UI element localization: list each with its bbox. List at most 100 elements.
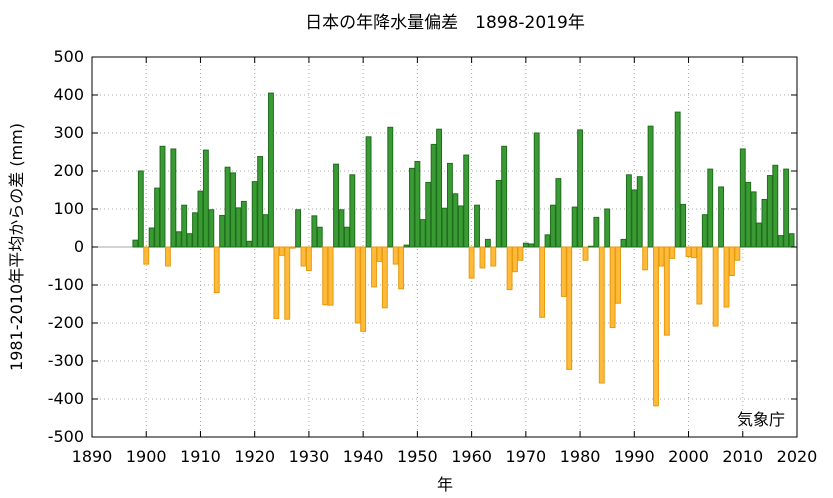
bar-1904 bbox=[164, 246, 171, 267]
bar-1949 bbox=[409, 167, 415, 248]
y-axis-ticks: -500 -400 -300 -200 -100 0 100 200 300 400 500 bbox=[48, 47, 797, 446]
bar-1921 bbox=[257, 156, 264, 248]
bar-1951 bbox=[419, 219, 426, 248]
bar-1943 bbox=[376, 246, 383, 262]
bar-1972 bbox=[533, 132, 540, 248]
bar-1993 bbox=[647, 125, 654, 248]
bar-1971 bbox=[528, 243, 535, 248]
bar-1903 bbox=[159, 145, 166, 248]
bar-1984 bbox=[598, 246, 605, 384]
bar-1997 bbox=[669, 246, 676, 259]
y-tick-label: -400 bbox=[48, 389, 84, 408]
bar-2019 bbox=[788, 233, 795, 248]
bar-1998 bbox=[674, 111, 681, 248]
bar-1925 bbox=[278, 246, 285, 256]
bar-1983 bbox=[593, 216, 600, 248]
bar-2018 bbox=[783, 168, 790, 248]
bar-1980 bbox=[577, 129, 584, 248]
bar-1953 bbox=[430, 143, 437, 248]
bar-2015 bbox=[766, 175, 773, 248]
bar-1898 bbox=[132, 239, 139, 248]
bar-1902 bbox=[154, 187, 161, 248]
bar-1917 bbox=[235, 207, 242, 248]
x-tick-label: 1910 bbox=[180, 447, 221, 466]
bar-2006 bbox=[718, 186, 725, 248]
bar-1994 bbox=[653, 246, 659, 407]
bar-1991 bbox=[636, 176, 643, 248]
bar-1926 bbox=[284, 246, 291, 320]
bar-1962 bbox=[479, 246, 486, 269]
bar-1935 bbox=[333, 163, 339, 248]
x-tick-label: 1890 bbox=[72, 447, 113, 466]
y-tick-label: 200 bbox=[53, 161, 84, 180]
bar-1906 bbox=[175, 231, 182, 248]
bar-1912 bbox=[208, 209, 215, 248]
bar-1905 bbox=[170, 148, 177, 248]
bar-1947 bbox=[398, 246, 405, 290]
bar-1915 bbox=[224, 166, 231, 248]
bar-1981 bbox=[582, 246, 589, 261]
bar-1919 bbox=[246, 240, 253, 248]
bar-1960 bbox=[468, 246, 475, 279]
y-tick-label: -300 bbox=[48, 351, 84, 370]
bar-1952 bbox=[425, 181, 432, 248]
bar-1977 bbox=[560, 246, 567, 297]
x-tick-label: 2020 bbox=[777, 447, 818, 466]
y-tick-label: 300 bbox=[53, 123, 84, 142]
bar-1954 bbox=[436, 128, 443, 248]
bar-1966 bbox=[501, 145, 508, 248]
x-tick-label: 1960 bbox=[451, 447, 492, 466]
bar-1923 bbox=[268, 92, 274, 248]
bar-1978 bbox=[566, 246, 573, 370]
bar-1932 bbox=[316, 226, 323, 248]
bar-1907 bbox=[181, 204, 188, 248]
bar-1944 bbox=[381, 246, 388, 309]
bar-2008 bbox=[728, 246, 735, 276]
bar-2003 bbox=[701, 214, 708, 248]
bar-1909 bbox=[192, 212, 198, 248]
y-tick-label: -100 bbox=[48, 275, 84, 294]
bar-2001 bbox=[691, 246, 697, 259]
bar-1911 bbox=[202, 149, 209, 248]
bar-1908 bbox=[186, 233, 193, 248]
x-tick-label: 2010 bbox=[722, 447, 763, 466]
bar-1901 bbox=[148, 227, 155, 248]
bar-1974 bbox=[544, 234, 551, 248]
bar-1970 bbox=[522, 242, 529, 248]
chart-title: 日本の年降水量偏差 1898-2019年 bbox=[305, 13, 585, 33]
bar-1975 bbox=[550, 204, 556, 248]
bar-1961 bbox=[474, 204, 480, 248]
y-tick-label: -200 bbox=[48, 313, 84, 332]
x-tick-label: 1930 bbox=[289, 447, 330, 466]
bar-1939 bbox=[354, 246, 361, 324]
bar-1928 bbox=[295, 209, 302, 248]
bar-1968 bbox=[512, 246, 518, 273]
bar-1985 bbox=[604, 208, 611, 248]
bar-1996 bbox=[663, 246, 670, 336]
y-tick-label: -500 bbox=[48, 427, 84, 446]
bar-1959 bbox=[463, 154, 470, 248]
credit-label: 気象庁 bbox=[737, 410, 785, 429]
bar-1931 bbox=[311, 215, 318, 248]
bar-1948 bbox=[403, 244, 410, 248]
bar-2002 bbox=[696, 246, 703, 305]
bar-1955 bbox=[441, 207, 448, 248]
y-tick-label: 500 bbox=[53, 47, 84, 66]
bar-2007 bbox=[723, 246, 730, 308]
bar-2004 bbox=[707, 168, 714, 248]
x-tick-label: 1900 bbox=[126, 447, 167, 466]
bar-1937 bbox=[343, 226, 350, 248]
bar-1930 bbox=[305, 246, 312, 272]
bar-2012 bbox=[750, 191, 757, 248]
bar-1967 bbox=[506, 246, 513, 291]
y-tick-label: 100 bbox=[53, 199, 84, 218]
bar-1910 bbox=[197, 190, 204, 248]
bar-1963 bbox=[484, 238, 491, 248]
bar-2016 bbox=[772, 164, 779, 248]
bar-1950 bbox=[414, 161, 421, 248]
bar-1913 bbox=[213, 246, 220, 294]
bar-1992 bbox=[642, 246, 649, 271]
bar-1969 bbox=[517, 246, 524, 261]
bar-1988 bbox=[620, 238, 627, 248]
